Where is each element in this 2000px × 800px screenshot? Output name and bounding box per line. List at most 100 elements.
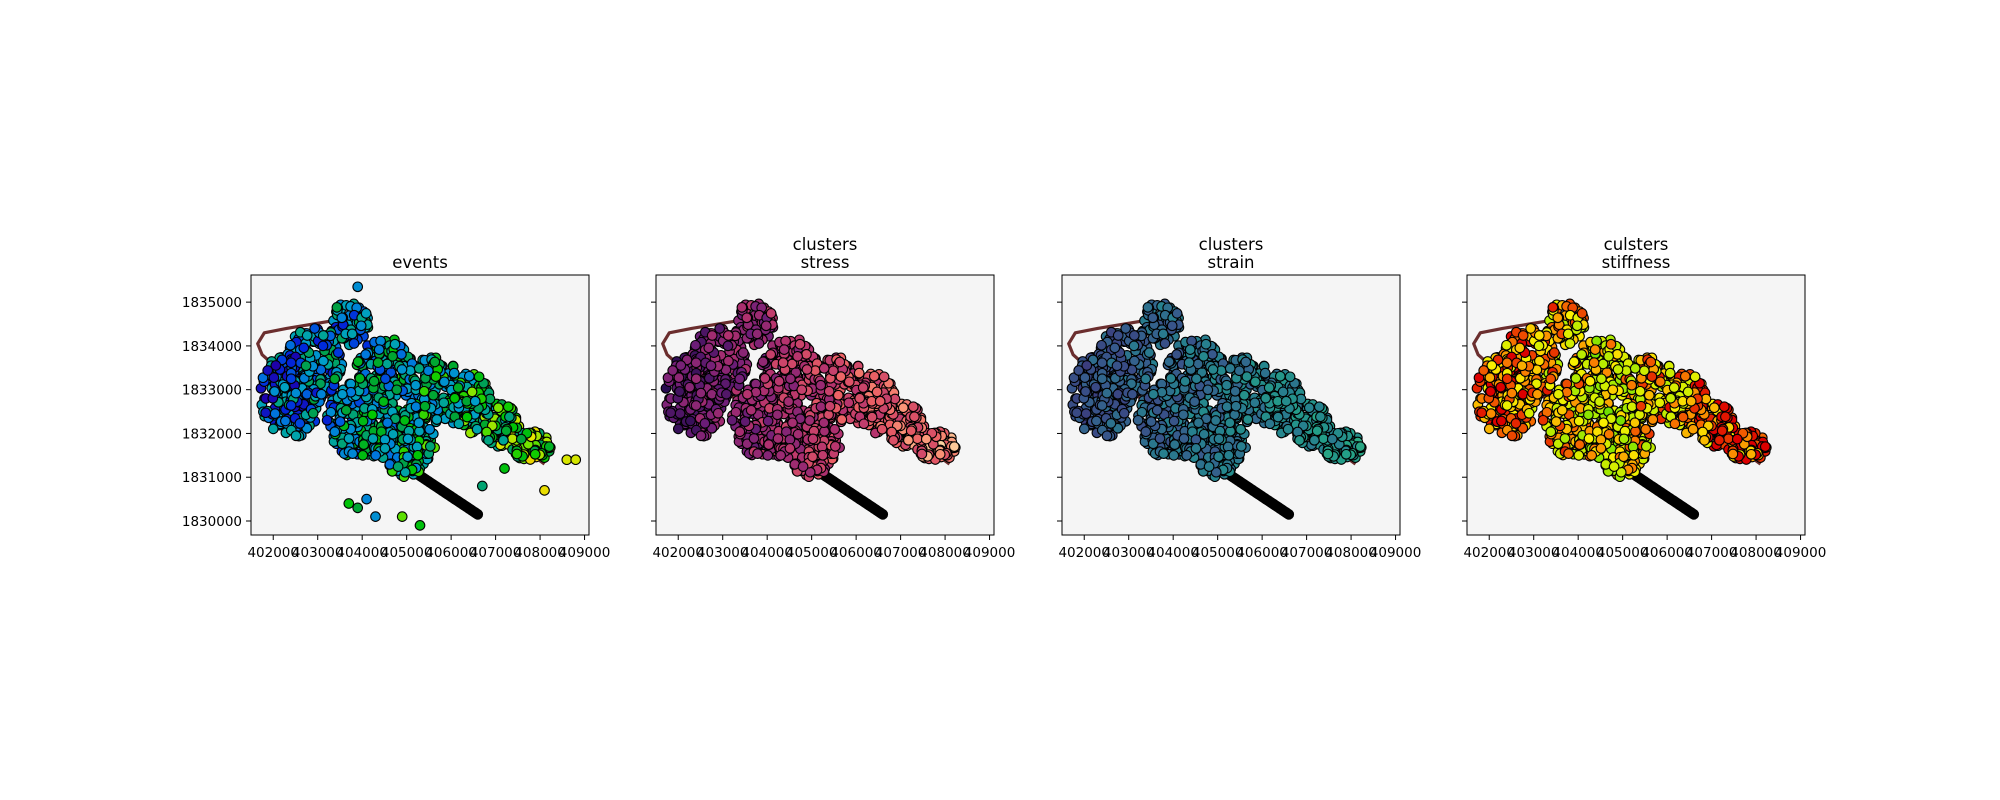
data-point bbox=[760, 320, 772, 332]
scatter-panel-1: 4020004030004040004050004060004070004080… bbox=[182, 253, 610, 561]
plot-area bbox=[1471, 298, 1772, 520]
x-tick-label: 405000 bbox=[1192, 545, 1244, 561]
data-point bbox=[430, 371, 442, 382]
data-point bbox=[748, 433, 760, 444]
data-point bbox=[318, 355, 329, 367]
data-point bbox=[1120, 323, 1132, 334]
data-point bbox=[279, 381, 291, 393]
panel-title: stress bbox=[801, 253, 850, 272]
outlier-point bbox=[476, 480, 488, 492]
data-point bbox=[866, 411, 878, 423]
data-point bbox=[337, 388, 348, 400]
data-point bbox=[675, 360, 687, 371]
data-point bbox=[784, 443, 796, 454]
data-point bbox=[382, 417, 393, 429]
data-point bbox=[370, 450, 382, 461]
data-point bbox=[418, 385, 430, 397]
y-tick-label: 1831000 bbox=[182, 470, 242, 486]
data-point bbox=[1183, 357, 1195, 368]
tail-markers bbox=[410, 467, 484, 520]
tail-point bbox=[1283, 509, 1295, 520]
data-point bbox=[515, 433, 527, 445]
data-point bbox=[1148, 388, 1159, 400]
data-point bbox=[1294, 435, 1305, 446]
data-point bbox=[1178, 409, 1189, 421]
data-point bbox=[1229, 385, 1241, 397]
x-tick-label: 409000 bbox=[1370, 545, 1422, 561]
data-point bbox=[772, 433, 784, 444]
data-point bbox=[413, 417, 425, 429]
data-point bbox=[412, 449, 424, 461]
data-point bbox=[722, 330, 734, 341]
data-point bbox=[858, 418, 870, 430]
data-point bbox=[1198, 351, 1209, 362]
data-point bbox=[347, 448, 358, 459]
data-point bbox=[784, 434, 796, 445]
data-point bbox=[321, 414, 333, 426]
data-point bbox=[373, 344, 385, 355]
data-point bbox=[453, 418, 465, 430]
x-tick-label: 408000 bbox=[919, 545, 971, 561]
data-point bbox=[285, 373, 297, 385]
outlier-point bbox=[570, 454, 582, 466]
outlier-point bbox=[343, 498, 355, 509]
data-point bbox=[807, 451, 818, 463]
data-point bbox=[1223, 449, 1235, 461]
data-point bbox=[726, 414, 738, 426]
data-point bbox=[1249, 376, 1261, 388]
data-point bbox=[355, 320, 367, 332]
axes-frame bbox=[1061, 274, 1401, 536]
data-point bbox=[379, 434, 391, 445]
x-tick-label: 405000 bbox=[786, 545, 838, 561]
data-point bbox=[907, 401, 919, 413]
data-point bbox=[1274, 370, 1286, 382]
data-point bbox=[372, 357, 384, 368]
data-point bbox=[1142, 302, 1154, 313]
y-tick-label: 1835000 bbox=[182, 295, 242, 311]
panel-title: clusters bbox=[793, 235, 858, 254]
data-point bbox=[690, 373, 702, 385]
data-point bbox=[285, 357, 297, 369]
scatter-panel-4: 4020004030004040004050004060004070004080… bbox=[1462, 235, 1826, 561]
data-point bbox=[834, 356, 846, 368]
data-point bbox=[309, 323, 321, 334]
data-point bbox=[705, 360, 717, 372]
data-point bbox=[1126, 378, 1137, 390]
data-point bbox=[1207, 349, 1218, 360]
data-point bbox=[378, 396, 389, 407]
data-point bbox=[1189, 396, 1200, 407]
data-point bbox=[1091, 415, 1102, 427]
tail-point bbox=[472, 509, 484, 520]
data-point bbox=[336, 312, 348, 324]
data-point bbox=[483, 435, 494, 446]
data-point bbox=[1178, 433, 1190, 444]
y-tick-label: 1833000 bbox=[182, 383, 242, 399]
outlier-point bbox=[352, 502, 364, 514]
data-point bbox=[354, 373, 366, 384]
data-point bbox=[1221, 379, 1233, 391]
data-point bbox=[498, 434, 509, 446]
data-point bbox=[360, 308, 372, 319]
data-point bbox=[878, 371, 890, 383]
data-point bbox=[695, 430, 707, 442]
data-point bbox=[317, 340, 329, 352]
data-point bbox=[357, 415, 369, 427]
data-point bbox=[823, 385, 835, 397]
data-point bbox=[391, 384, 403, 396]
data-point bbox=[1224, 363, 1236, 374]
y-tick-label: 1832000 bbox=[182, 426, 242, 442]
data-point bbox=[260, 407, 272, 419]
data-point bbox=[1157, 328, 1169, 340]
outlier-point bbox=[352, 281, 364, 293]
x-tick-label: 404000 bbox=[1147, 545, 1199, 561]
data-point bbox=[329, 426, 341, 438]
y-tick-label: 1830000 bbox=[182, 514, 242, 530]
data-point bbox=[736, 302, 748, 313]
data-point bbox=[1101, 430, 1113, 442]
data-point bbox=[690, 357, 702, 369]
plot-area bbox=[660, 298, 961, 520]
data-point bbox=[1190, 443, 1202, 454]
data-point bbox=[298, 342, 310, 354]
data-point bbox=[367, 433, 379, 444]
data-point bbox=[897, 402, 909, 414]
